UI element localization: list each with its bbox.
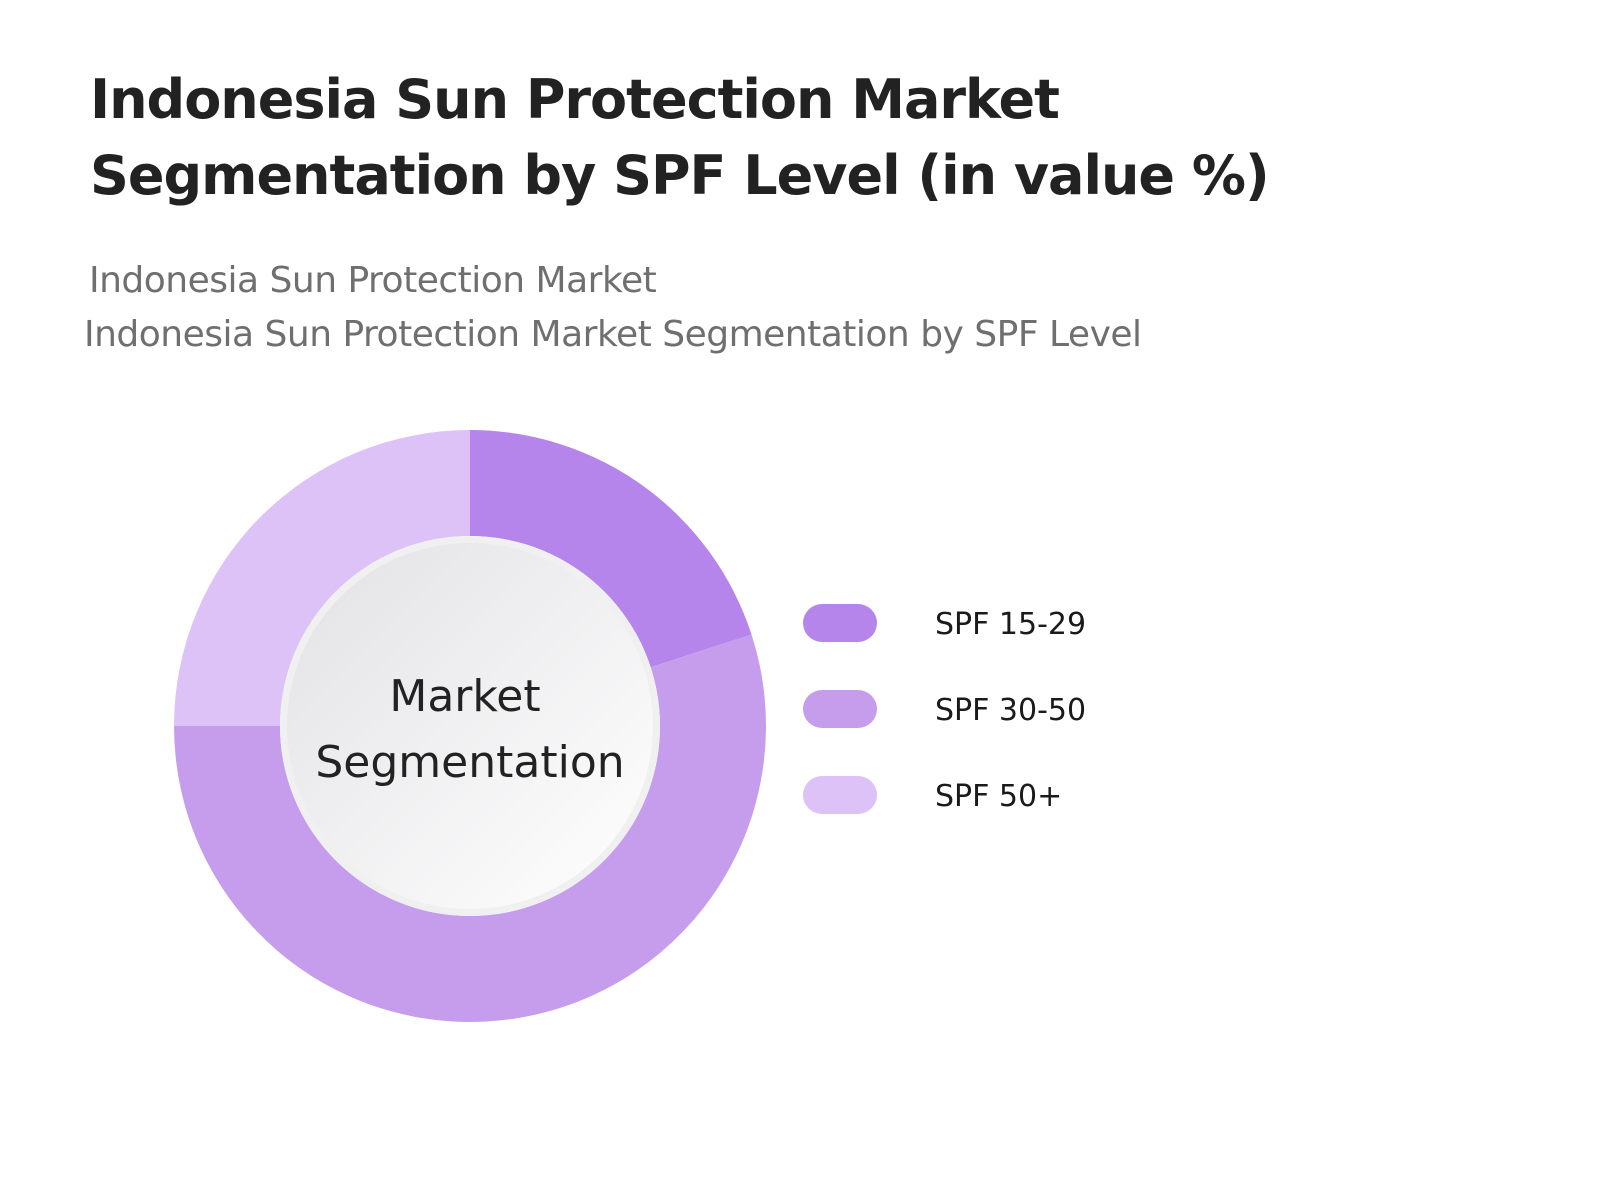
legend-swatch — [803, 776, 877, 814]
legend-label: SPF 15-29 — [935, 607, 1086, 642]
chart-subtitle-market: Indonesia Sun Protection Market — [89, 260, 657, 301]
chart-subtitle-segmentation: Indonesia Sun Protection Market Segmenta… — [84, 314, 1142, 355]
legend-item: SPF 15-29 — [803, 604, 1086, 642]
donut-slice-spf-50- — [174, 430, 470, 726]
legend-item: SPF 30-50 — [803, 690, 1086, 728]
donut-slice-spf-30-50 — [174, 634, 767, 1023]
donut-slice-spf-15-29 — [470, 430, 752, 668]
chart-legend: SPF 15-29 SPF 30-50 SPF 50+ — [803, 604, 1086, 814]
legend-label: SPF 50+ — [935, 779, 1062, 814]
chart-title: Indonesia Sun Protection Market Segmenta… — [90, 68, 1270, 207]
legend-swatch — [803, 690, 877, 728]
legend-swatch — [803, 604, 877, 642]
center-label-line1: Market — [389, 671, 540, 722]
legend-label: SPF 30-50 — [935, 693, 1086, 728]
legend-item: SPF 50+ — [803, 776, 1062, 814]
donut-slices — [174, 430, 767, 1023]
center-label-line2: Segmentation — [315, 737, 624, 788]
donut-center-disc — [287, 543, 653, 909]
